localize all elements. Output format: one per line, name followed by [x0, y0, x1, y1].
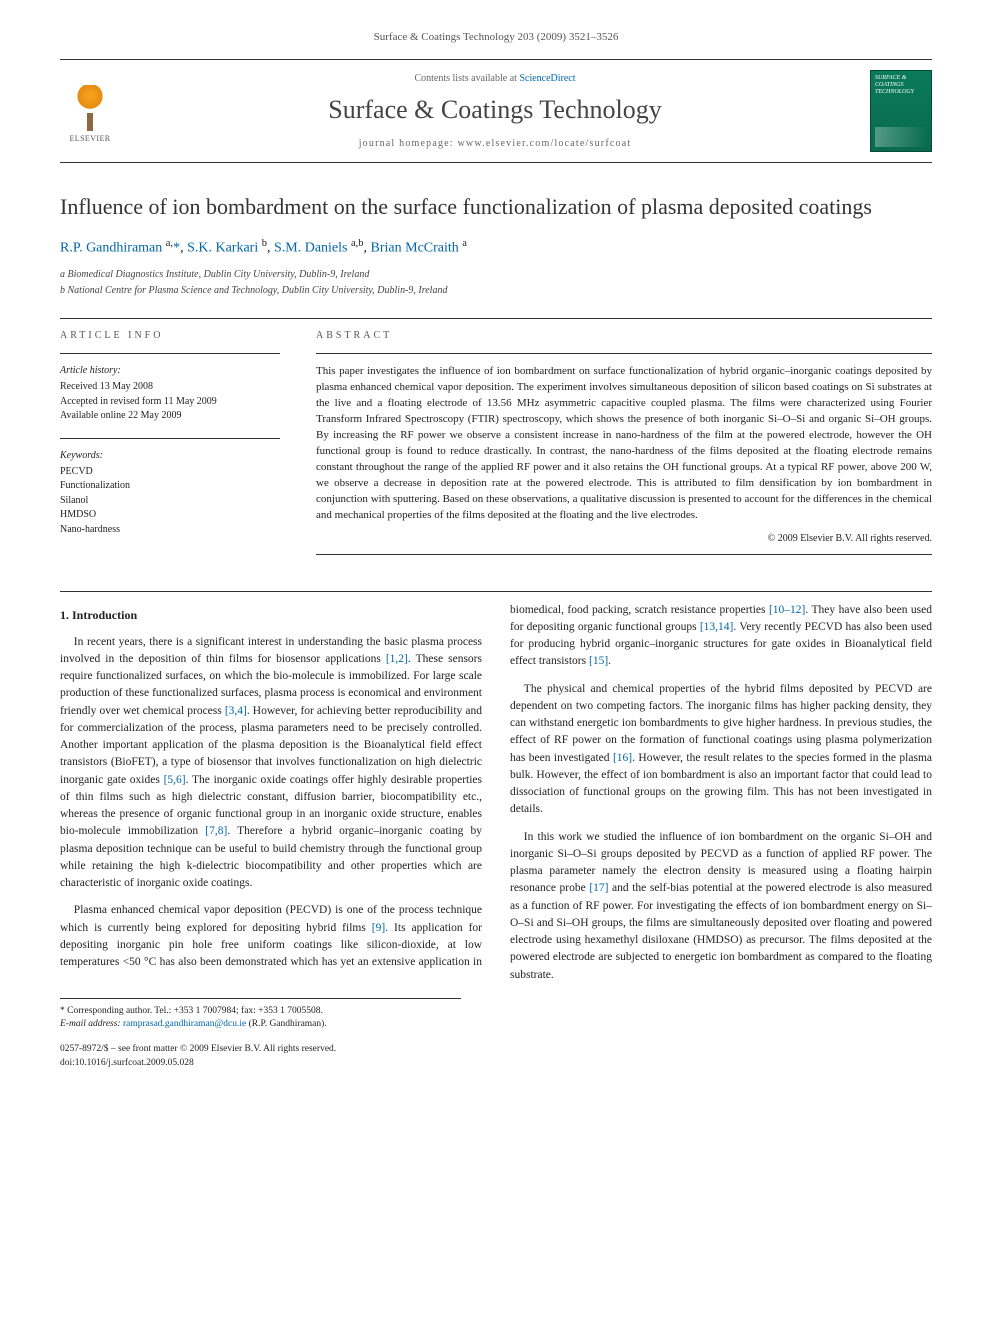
citation-link[interactable]: [9] — [372, 922, 385, 934]
corresponding-author-footnote: * Corresponding author. Tel.: +353 1 700… — [60, 998, 461, 1032]
issn-copyright-line: 0257-8972/$ – see front matter © 2009 El… — [60, 1043, 461, 1056]
journal-homepage-line: journal homepage: www.elsevier.com/locat… — [120, 137, 870, 151]
author-link[interactable]: Brian McCraith — [371, 241, 459, 256]
journal-title: Surface & Coatings Technology — [120, 92, 870, 128]
citation-link[interactable]: [17] — [589, 882, 608, 894]
sciencedirect-link[interactable]: ScienceDirect — [519, 73, 575, 84]
affiliation-b: b National Centre for Plasma Science and… — [60, 284, 932, 298]
publisher-logo[interactable]: ELSEVIER — [60, 78, 120, 144]
section-heading-introduction: 1. Introduction — [60, 606, 482, 624]
abstract-text: This paper investigates the influence of… — [316, 364, 932, 523]
section-divider — [60, 353, 280, 354]
keywords-heading: Keywords: — [60, 449, 280, 463]
journal-masthead: ELSEVIER Contents lists available at Sci… — [60, 59, 932, 163]
page-footer-metadata: 0257-8972/$ – see front matter © 2009 El… — [60, 1043, 461, 1070]
citation-link[interactable]: [15] — [589, 655, 608, 667]
corr-author-name: (R.P. Gandhiraman). — [249, 1019, 327, 1029]
abstract-label: ABSTRACT — [316, 329, 932, 343]
article-history-heading: Article history: — [60, 364, 280, 378]
citation-link[interactable]: [5,6] — [164, 774, 186, 786]
body-paragraph: The physical and chemical properties of … — [510, 681, 932, 819]
corr-author-line: * Corresponding author. Tel.: +353 1 700… — [60, 1005, 461, 1018]
citation-link[interactable]: [3,4] — [225, 705, 247, 717]
author-list: R.P. Gandhiraman a,*, S.K. Karkari b, S.… — [60, 237, 932, 258]
affiliation-a: a Biomedical Diagnostics Institute, Dubl… — [60, 268, 932, 282]
corresponding-author-marker[interactable]: * — [173, 241, 180, 256]
article-history: Received 13 May 2008 Accepted in revised… — [60, 380, 280, 424]
citation-link[interactable]: [1,2] — [386, 653, 408, 665]
author-link[interactable]: R.P. Gandhiraman — [60, 241, 162, 256]
elsevier-tree-icon — [67, 85, 113, 131]
section-divider — [316, 554, 932, 555]
section-divider — [60, 438, 280, 439]
keywords-list: PECVD Functionalization Silanol HMDSO Na… — [60, 465, 280, 538]
abstract-copyright: © 2009 Elsevier B.V. All rights reserved… — [316, 532, 932, 546]
corr-author-email-link[interactable]: ramprasad.gandhiraman@dcu.ie — [123, 1019, 246, 1029]
running-head: Surface & Coatings Technology 203 (2009)… — [60, 30, 932, 45]
section-divider — [60, 591, 932, 592]
journal-homepage-url[interactable]: www.elsevier.com/locate/surfcoat — [458, 138, 632, 149]
cover-title-text: SURFACE & COATINGS TECHNOLOGY — [875, 75, 927, 95]
author-link[interactable]: S.M. Daniels — [274, 241, 348, 256]
citation-link[interactable]: [7,8] — [205, 825, 227, 837]
email-label: E-mail address: — [60, 1019, 121, 1029]
affiliations: a Biomedical Diagnostics Institute, Dubl… — [60, 268, 932, 298]
body-paragraph: In recent years, there is a significant … — [60, 634, 482, 893]
doi-line: doi:10.1016/j.surfcoat.2009.05.028 — [60, 1057, 461, 1070]
publisher-name: ELSEVIER — [70, 133, 111, 144]
article-info-label: ARTICLE INFO — [60, 329, 280, 343]
section-divider — [60, 318, 932, 319]
article-title: Influence of ion bombardment on the surf… — [60, 193, 932, 221]
contents-available-line: Contents lists available at ScienceDirec… — [120, 72, 870, 86]
body-paragraph: In this work we studied the influence of… — [510, 829, 932, 984]
article-body: 1. Introduction In recent years, there i… — [60, 602, 932, 984]
citation-link[interactable]: [13,14] — [700, 621, 734, 633]
journal-cover-thumbnail[interactable]: SURFACE & COATINGS TECHNOLOGY — [870, 70, 932, 152]
citation-link[interactable]: [10–12] — [769, 604, 805, 616]
citation-link[interactable]: [16] — [613, 752, 632, 764]
author-link[interactable]: S.K. Karkari — [187, 241, 258, 256]
section-divider — [316, 353, 932, 354]
